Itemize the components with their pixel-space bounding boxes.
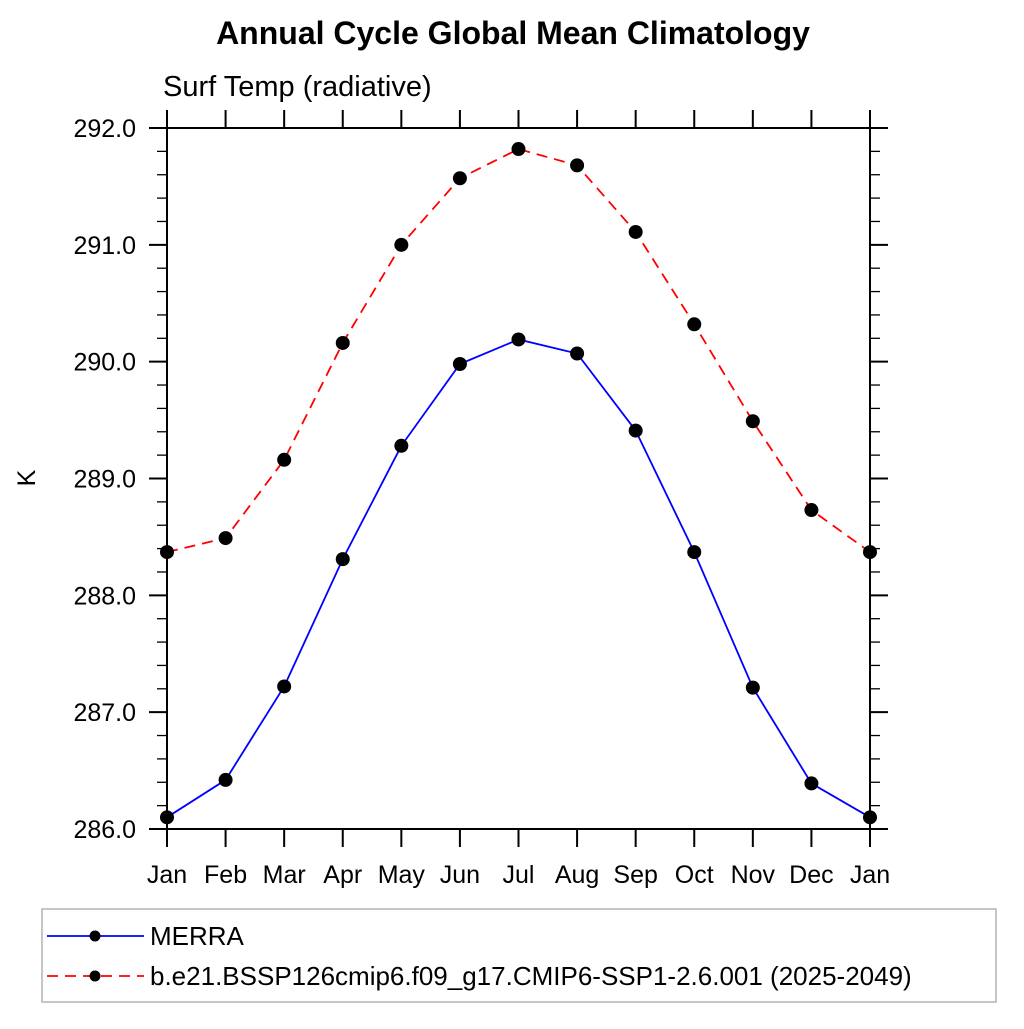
data-point xyxy=(277,452,292,467)
y-tick-label: 289.0 xyxy=(73,466,136,494)
data-point xyxy=(218,772,233,787)
legend-box xyxy=(41,908,997,1003)
chart-subtitle: Surf Temp (radiative) xyxy=(163,71,432,103)
data-point xyxy=(160,545,174,560)
x-tick-label: May xyxy=(378,861,426,889)
x-tick-label: Jan xyxy=(147,861,187,889)
y-axis-label: K xyxy=(13,469,41,486)
legend-marks xyxy=(47,930,144,982)
x-tick-label: Jul xyxy=(503,861,535,889)
data-point xyxy=(452,171,467,186)
x-tick-label: Sep xyxy=(613,861,657,889)
y-tick-label: 287.0 xyxy=(73,699,136,727)
x-tick-label: Feb xyxy=(204,861,247,889)
data-point xyxy=(335,335,350,350)
data-point xyxy=(452,357,467,372)
data-point xyxy=(863,810,877,825)
legend-marker-0 xyxy=(89,930,101,942)
plot-frame xyxy=(166,127,871,830)
y-tick-label: 291.0 xyxy=(73,232,136,260)
y-tick-label: 292.0 xyxy=(73,115,136,143)
x-tick-label: Jun xyxy=(440,861,480,889)
x-tick-label: Jan xyxy=(850,861,890,889)
y-tick-label: 288.0 xyxy=(73,582,136,610)
series-line-0 xyxy=(166,338,871,819)
x-tick-label: Nov xyxy=(731,861,776,889)
data-point xyxy=(218,531,233,546)
y-tick-label: 286.0 xyxy=(73,816,136,844)
data-point xyxy=(277,679,292,694)
data-point xyxy=(335,552,350,567)
data-point xyxy=(628,224,643,239)
data-point xyxy=(687,545,702,560)
series-line-1 xyxy=(166,148,871,553)
data-point xyxy=(687,317,702,332)
data-point xyxy=(160,810,174,825)
data-point xyxy=(804,776,819,791)
data-point xyxy=(394,438,409,453)
legend-marker-1 xyxy=(89,970,101,982)
x-tick-label: Mar xyxy=(263,861,306,889)
data-point xyxy=(745,680,760,695)
chart-title: Annual Cycle Global Mean Climatology xyxy=(216,15,810,51)
legend-label-merra: MERRA xyxy=(150,921,245,951)
x-tick-label: Oct xyxy=(675,861,714,889)
data-point xyxy=(570,158,585,173)
x-tick-label: Apr xyxy=(323,861,362,889)
data-point xyxy=(394,237,409,252)
legend: MERRA b.e21.BSSP126cmip6.f09_g17.CMIP6-S… xyxy=(41,908,997,1003)
data-point xyxy=(863,545,877,560)
y-tick-label: 290.0 xyxy=(73,349,136,377)
x-tick-label: Dec xyxy=(789,861,833,889)
data-point xyxy=(628,423,643,438)
plot-area: Jan Feb Mar Apr May Jun Jul Aug Sep Oct Nov Dec Jan 2… xyxy=(73,110,890,889)
data-point xyxy=(511,332,526,347)
legend-label-model: b.e21.BSSP126cmip6.f09_g17.CMIP6-SSP1-2.… xyxy=(150,961,912,991)
data-point xyxy=(745,414,760,429)
data-point xyxy=(511,142,526,157)
data-point xyxy=(804,503,819,518)
data-point xyxy=(570,346,585,361)
x-tick-label: Aug xyxy=(555,861,599,889)
